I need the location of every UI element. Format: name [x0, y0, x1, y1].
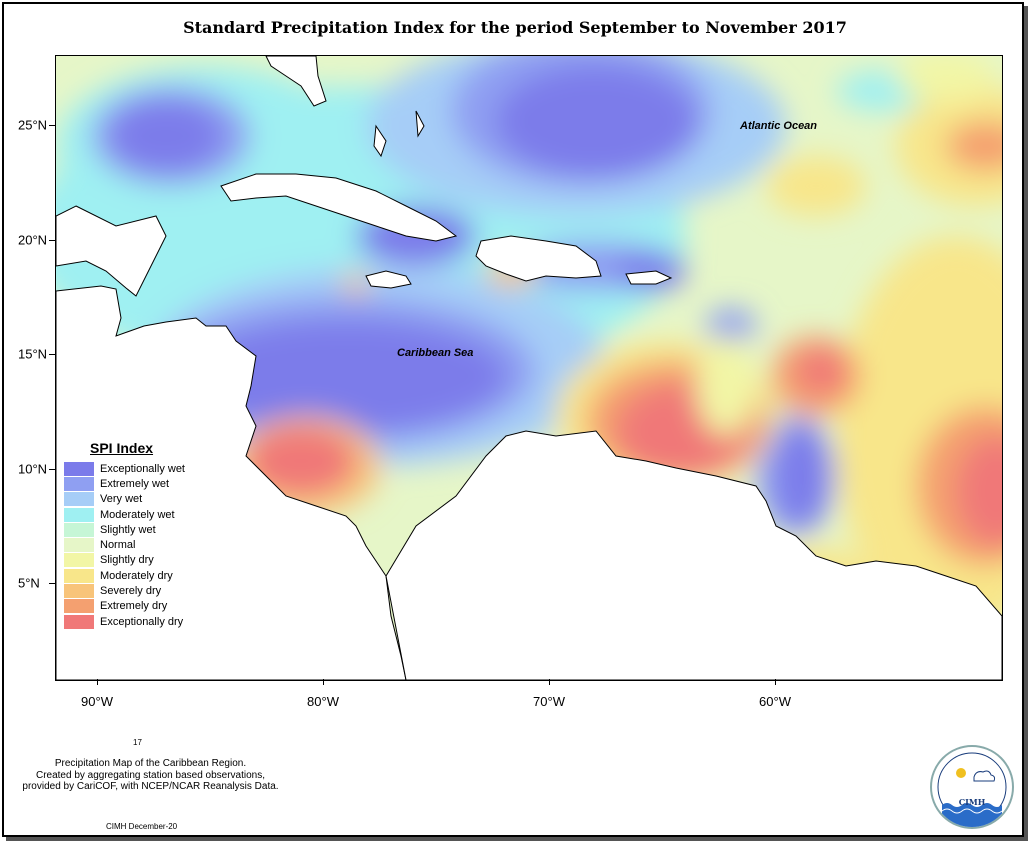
logo-text: CIMH [958, 797, 986, 807]
cimh-logo: CIMH [930, 745, 1014, 829]
legend-item: Normal [64, 537, 214, 553]
x-tick-label: 60°W [759, 694, 791, 709]
land-masses [56, 56, 1002, 680]
legend-label: Normal [100, 539, 136, 552]
caption-date: CIMH December-20 [106, 822, 178, 831]
caption-number: 17 [133, 738, 142, 747]
legend-item: Extremely dry [64, 599, 214, 614]
legend-item: Slightly wet [64, 522, 214, 537]
spi-map-canvas [56, 56, 1002, 680]
legend-swatch [64, 476, 94, 491]
spi-legend: SPI Index Exceptionally wet Extremely wet… [64, 440, 214, 629]
y-tick-label: 10°N [18, 461, 48, 476]
spi-fields [56, 56, 1002, 646]
y-tick-label: 15°N [18, 346, 48, 362]
caribbean-sea-label: Caribbean Sea [397, 347, 474, 359]
y-tick-mark [49, 354, 55, 355]
legend-swatch [64, 568, 94, 583]
legend-label: Severely dry [100, 585, 162, 598]
y-tick-label: 25°N [18, 117, 48, 133]
legend-swatch [64, 461, 94, 476]
legend-item: Exceptionally wet [64, 461, 214, 476]
legend-item: Moderately wet [64, 507, 214, 522]
x-tick-mark [323, 679, 324, 685]
legend-label: Exceptionally wet [100, 462, 185, 475]
legend-item: Moderately dry [64, 568, 214, 583]
legend-label: Slightly wet [100, 523, 156, 536]
legend-item: Extremely wet [64, 476, 214, 491]
legend-label: Slightly dry [100, 554, 154, 567]
legend-item: Slightly dry [64, 553, 214, 568]
legend-label: Extremely dry [100, 600, 168, 613]
legend-swatch [64, 492, 94, 507]
legend-item: Very wet [64, 492, 214, 507]
cimh-logo-graphic [937, 752, 1007, 827]
cloud-icon [973, 770, 996, 782]
caption-line: Precipitation Map of the Caribbean Regio… [54, 758, 247, 769]
x-tick-label: 80°W [307, 694, 339, 709]
legend-title: SPI Index [90, 440, 154, 456]
x-tick-mark [775, 679, 776, 685]
legend-label: Very wet [100, 493, 143, 506]
x-tick-mark [549, 679, 550, 685]
x-tick-mark [97, 679, 98, 685]
legend-label: Exceptionally dry [100, 615, 184, 628]
y-tick-mark [49, 583, 55, 584]
y-tick-mark [49, 468, 55, 470]
x-tick-label: 90°W [81, 694, 113, 709]
spi-map [55, 55, 1003, 681]
caption-line: Created by aggregating station based obs… [35, 769, 266, 781]
legend-swatch [64, 599, 94, 614]
legend-item: Exceptionally dry [64, 614, 214, 629]
sun-icon [956, 768, 966, 778]
y-tick-mark [49, 239, 55, 241]
y-tick-label: 5°N [18, 575, 40, 591]
legend-label: Moderately wet [100, 508, 175, 521]
legend-item: Severely dry [64, 583, 214, 599]
legend-label: Extremely wet [100, 477, 170, 490]
legend-label: Moderately dry [100, 569, 173, 582]
caption-line: provided by CariCOF, with NCEP/NCAR Rean… [22, 781, 279, 792]
legend-swatch [64, 522, 94, 537]
legend-swatch [64, 507, 94, 522]
x-tick-label: 70°W [533, 694, 565, 709]
y-tick-label: 20°N [18, 232, 48, 247]
map-caption: Precipitation Map of the Caribbean Regio… [8, 758, 293, 793]
y-tick-mark [49, 125, 55, 126]
atlantic-ocean-label: Atlantic Ocean [740, 120, 818, 132]
legend-swatch [64, 584, 94, 599]
map-title: Standard Precipitation Index for the per… [183, 18, 847, 37]
legend-swatch [64, 553, 94, 568]
legend-swatch [64, 614, 94, 629]
legend-swatch [64, 538, 94, 553]
legend-items: Exceptionally wet Extremely wet Very wet Mo… [64, 461, 214, 629]
